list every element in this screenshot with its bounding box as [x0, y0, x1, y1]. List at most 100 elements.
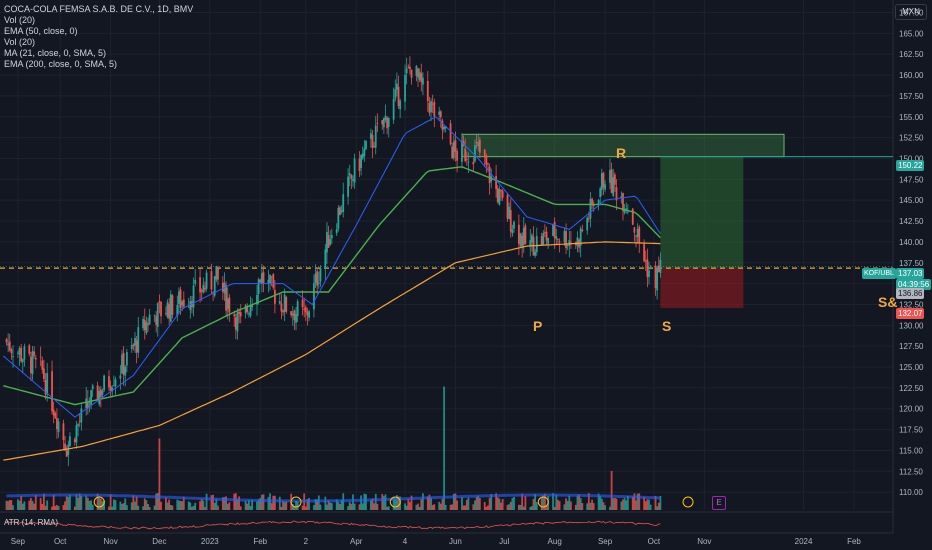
volume-bar — [506, 504, 509, 510]
x-tick-label: Feb — [847, 537, 861, 546]
volume-bar — [86, 497, 89, 510]
volume-bar — [636, 493, 639, 510]
candle-body — [465, 159, 468, 161]
legend-line-4[interactable]: MA (21, close, 0, SMA, 5) — [4, 48, 107, 58]
volume-bar — [192, 505, 195, 510]
volume-bar — [586, 503, 589, 510]
volume-bar — [430, 497, 432, 510]
volume-bar — [438, 501, 441, 510]
candle-body — [317, 282, 320, 284]
candle-body — [256, 294, 258, 305]
volume-bar — [654, 495, 657, 510]
candle-body — [112, 385, 115, 387]
volume-bar — [483, 502, 486, 510]
volume-bar — [142, 506, 145, 510]
annotation-s-and: S& — [878, 294, 898, 310]
candle-body — [648, 270, 650, 277]
y-tick-label: 110.00 — [899, 488, 923, 497]
candle-body — [160, 301, 162, 317]
volume-bar — [165, 497, 167, 510]
y-tick-label: 152.50 — [899, 134, 924, 143]
candle-body — [337, 207, 340, 229]
candle-body — [23, 346, 26, 360]
volume-bar — [644, 501, 647, 510]
y-tick-label: 155.00 — [899, 113, 924, 122]
candle-body — [30, 356, 32, 373]
candle-body — [477, 142, 480, 147]
candle-body — [371, 135, 374, 148]
volume-bar — [452, 493, 455, 510]
symbol-tag: KOF/UBL — [862, 268, 896, 279]
legend-line-5[interactable]: EMA (200, close, 0, SMA, 5) — [4, 59, 118, 69]
y-tick-label: 112.50 — [899, 467, 923, 476]
candle-body — [625, 208, 628, 211]
candle-body — [483, 149, 486, 158]
candle-body — [360, 155, 363, 169]
volume-bar — [20, 496, 23, 510]
volume-bar — [465, 499, 468, 510]
candle-body — [153, 314, 156, 316]
candle-body — [108, 376, 110, 388]
candle-body — [384, 115, 387, 120]
atr-legend[interactable]: ATR (14, RMA) — [4, 518, 59, 527]
volume-bar — [511, 498, 514, 510]
volume-bar — [587, 493, 590, 510]
volume-bar — [578, 494, 580, 510]
volume-bar — [335, 499, 338, 510]
volume-bar — [111, 506, 114, 510]
candle-body — [613, 174, 616, 185]
candle-body — [41, 360, 44, 370]
candle-body — [169, 294, 172, 322]
y-tick-label: 150.00 — [899, 154, 924, 163]
volume-bar — [591, 499, 593, 510]
candle-body — [18, 348, 21, 355]
candle-body — [659, 259, 662, 273]
volume-bar — [56, 504, 58, 510]
volume-bar — [28, 500, 31, 510]
candle-body — [387, 117, 390, 127]
candle-body — [285, 297, 288, 312]
countdown-tag: 04:39:56 — [896, 279, 932, 290]
entry-price-tag: 136.86 — [896, 288, 925, 299]
volume-bar — [125, 505, 128, 510]
legend-line-3[interactable]: Vol (20) — [4, 37, 36, 47]
legend-line-2[interactable]: EMA (50, close, 0) — [4, 26, 78, 36]
x-tick-label: Sep — [598, 537, 613, 546]
volume-bar — [295, 500, 297, 510]
candle-body — [438, 111, 441, 115]
candle-body — [409, 66, 411, 70]
volume-bar — [426, 496, 429, 510]
volume-bar — [626, 495, 629, 510]
candle-body — [324, 249, 327, 269]
volume-bar — [194, 502, 197, 510]
candle-body — [182, 299, 185, 307]
currency-button[interactable]: MXN — [895, 4, 927, 20]
y-tick-label: 127.50 — [899, 342, 924, 351]
volume-bar — [41, 503, 44, 510]
volume-bar — [293, 506, 296, 510]
candle-body — [125, 352, 128, 366]
volume-bar — [428, 494, 431, 510]
volume-bar — [21, 503, 24, 510]
earnings-marker-1[interactable]: E — [712, 496, 726, 510]
candle-body — [296, 301, 299, 316]
legend-title[interactable]: COCA-COLA FEMSA S.A.B. DE C.V., 1D, BMV — [4, 4, 194, 14]
candle-body — [609, 170, 611, 183]
volume-bar — [212, 494, 214, 510]
candle-body — [410, 69, 413, 78]
legend-line-1[interactable]: Vol (20) — [4, 15, 36, 25]
volume-bar — [145, 500, 148, 510]
candle-body — [31, 351, 34, 375]
volume-bar — [18, 500, 21, 510]
candle-body — [282, 310, 284, 313]
x-tick-label: Nov — [103, 537, 117, 546]
candle-body — [262, 272, 265, 284]
volume-bar — [226, 503, 229, 510]
volume-bar — [544, 493, 546, 510]
candle-body — [382, 117, 385, 128]
candle-body — [555, 236, 558, 240]
candle-body — [656, 267, 659, 291]
candle-body — [145, 322, 148, 334]
volume-bar — [592, 503, 595, 510]
